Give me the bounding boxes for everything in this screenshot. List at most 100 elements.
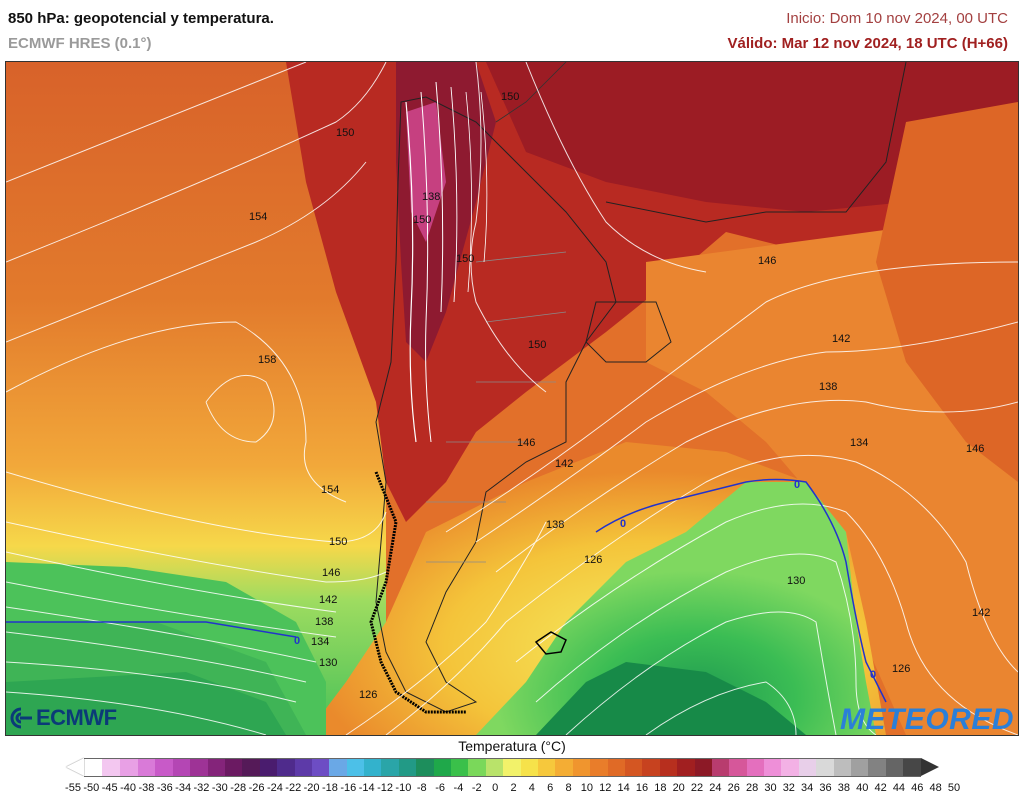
colorbar-segment — [537, 758, 556, 777]
contour-label: 154 — [249, 211, 267, 223]
zero-isotherm-label: 0 — [620, 518, 626, 530]
colorbar-segment — [242, 758, 260, 777]
colorbar-segment — [868, 758, 886, 777]
colorbar-tick-label: 46 — [911, 782, 924, 794]
colorbar-segment — [120, 758, 138, 777]
colorbar-tick-label: -12 — [377, 782, 393, 794]
colorbar-segment — [259, 758, 278, 777]
colorbar-tick-label: -50 — [83, 782, 100, 794]
colorbar-tick-label: 18 — [654, 782, 667, 794]
colorbar-segment — [102, 758, 120, 777]
colorbar-low-arrow — [66, 758, 84, 776]
colorbar-tick-label: 14 — [617, 782, 630, 794]
colorbar-segment — [329, 758, 347, 777]
colorbar-tick-label: -32 — [193, 782, 210, 794]
colorbar-segment — [346, 758, 365, 777]
contour-label: 150 — [501, 91, 519, 103]
colorbar-tick-label: 42 — [874, 782, 887, 794]
colorbar-tick-label: 32 — [782, 782, 795, 794]
contour-label: 138 — [422, 191, 440, 203]
colorbar-segment — [781, 758, 799, 777]
contour-labels: 150 150 154 158 138 150 150 146 142 138 … — [249, 91, 990, 701]
colorbar-tick-label: 0 — [492, 782, 499, 794]
contour-label: 130 — [787, 575, 805, 587]
colorbar-high-arrow — [920, 758, 939, 776]
colorbar-tick-label: 30 — [764, 782, 777, 794]
zero-isotherm-label: 0 — [794, 479, 800, 491]
colorbar-tick-label: 2 — [510, 782, 517, 794]
colorbar-tick-label: 20 — [672, 782, 685, 794]
colorbar-segment — [294, 758, 312, 777]
init-time: Inicio: Dom 10 nov 2024, 00 UTC — [786, 10, 1008, 27]
colorbar-tick-label: -22 — [285, 782, 302, 794]
colorbar-segment — [172, 758, 191, 777]
contour-label: 134 — [311, 636, 329, 648]
colorbar-tick-label: 38 — [837, 782, 850, 794]
colorbar-segment — [555, 758, 573, 777]
colorbar-tick-label: -10 — [395, 782, 412, 794]
colorbar-tick-label: 12 — [599, 782, 612, 794]
contour-label: 146 — [322, 567, 340, 579]
colorbar-segment — [833, 758, 852, 777]
colorbar-segment — [364, 758, 382, 777]
colorbar-tick-label: 36 — [819, 782, 832, 794]
colorbar-segment — [572, 758, 591, 777]
colorbar-segment — [590, 758, 608, 777]
contour-label: 142 — [555, 458, 573, 470]
contour-label: 138 — [546, 519, 564, 531]
colorbar-tick-label: -4 — [453, 782, 464, 794]
contour-label: 150 — [528, 339, 546, 351]
zero-isotherm-label: 0 — [870, 669, 876, 681]
colorbar-tick-label: 24 — [709, 782, 722, 794]
temperature-colorbar — [66, 758, 939, 777]
colorbar-segment — [190, 758, 208, 777]
colorbar-tick-label: 26 — [727, 782, 740, 794]
colorbar-segment — [138, 758, 156, 777]
colorbar-tick-label: 6 — [547, 782, 554, 794]
contour-label: 126 — [584, 554, 602, 566]
contour-label: 138 — [819, 381, 837, 393]
ecmwf-logo: ECMWF — [8, 705, 117, 730]
colorbar-tick-label: -6 — [435, 782, 445, 794]
colorbar-segment — [433, 758, 452, 777]
colorbar-tick-label: -16 — [340, 782, 357, 794]
colorbar-tick-label: 50 — [947, 782, 961, 794]
colorbar-tick-label: -40 — [120, 782, 137, 794]
colorbar-tick-label: -18 — [322, 782, 338, 794]
colorbar-segment — [764, 758, 782, 777]
colorbar-segment — [520, 758, 538, 777]
contour-label: 142 — [832, 333, 850, 345]
colorbar-tick-label: -8 — [416, 782, 427, 794]
colorbar-tick-label: 8 — [565, 782, 572, 794]
colorbar-tick-label: -2 — [471, 782, 482, 794]
zero-isotherm-label: 0 — [294, 635, 300, 647]
contour-label: 150 — [456, 253, 474, 265]
contour-label: 130 — [319, 657, 337, 669]
contour-label: 158 — [258, 354, 276, 366]
weather-map[interactable]: 150 150 154 158 138 150 150 146 142 138 … — [5, 61, 1019, 736]
colorbar-tick-label: -30 — [211, 782, 228, 794]
ecmwf-logo-text: ECMWF — [36, 705, 117, 730]
colorbar-tick-label: 34 — [801, 782, 814, 794]
colorbar-tick-label: -34 — [175, 782, 192, 794]
colorbar-segment — [798, 758, 817, 777]
map-title: 850 hPa: geopotencial y temperatura. — [8, 10, 274, 27]
colorbar-segment — [729, 758, 747, 777]
colorbar-tick-label: -28 — [230, 782, 247, 794]
colorbar-segment — [694, 758, 712, 777]
colorbar-segment — [485, 758, 504, 777]
colorbar-tick-label: -26 — [248, 782, 265, 794]
colorbar-segment — [468, 758, 486, 777]
colorbar-tick-label: -14 — [358, 782, 375, 794]
colorbar-segment — [451, 758, 469, 777]
colorbar-tick-label: -55 — [65, 782, 81, 794]
colorbar-tick-label: 22 — [690, 782, 704, 794]
contour-label: 154 — [321, 484, 339, 496]
colorbar-segment — [642, 758, 660, 777]
colorbar-segment — [311, 758, 330, 777]
colorbar-segment — [746, 758, 765, 777]
legend-title: Temperatura (°C) — [458, 738, 566, 754]
colorbar-segment — [659, 758, 678, 777]
colorbar-segment — [155, 758, 173, 777]
contour-label: 138 — [315, 616, 333, 628]
